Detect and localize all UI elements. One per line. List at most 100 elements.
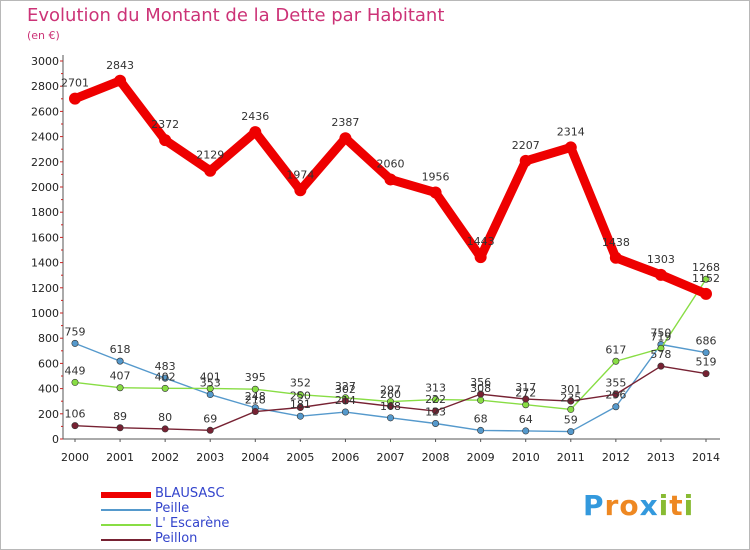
data-label-blausasc: 1974 [286,168,314,181]
data-label-peillon: 218 [245,394,266,407]
data-label-peillon: 222 [425,393,446,406]
data-point-blausasc [114,74,127,87]
data-label-l-escar-ne: 617 [605,343,626,356]
proxiti-logo: Proxiti [583,489,694,522]
data-point-l-escar-ne [251,385,259,393]
logo-letter: r [604,489,620,522]
x-tick-label: 2009 [467,451,495,464]
data-label-blausasc: 1443 [467,235,495,248]
data-label-l-escar-ne: 395 [245,371,266,384]
data-label-peille: 59 [564,414,578,427]
data-point-l-escar-ne [71,378,79,386]
y-tick-label: 2400 [31,131,59,144]
data-label-peillon: 89 [113,410,127,423]
data-point-l-escar-ne [296,391,304,399]
data-point-blausasc [564,141,577,154]
data-point-peille [341,408,349,416]
data-point-l-escar-ne [567,405,575,413]
y-tick-label: 0 [52,433,59,446]
data-label-blausasc: 2207 [512,139,540,152]
data-label-blausasc: 1438 [602,236,630,249]
data-point-peillon [522,395,530,403]
data-point-blausasc [474,251,487,264]
data-point-blausasc [429,186,442,199]
data-label-blausasc: 1956 [422,171,450,184]
series-line-blausasc [70,76,711,299]
x-tick-label: 2004 [241,451,269,464]
data-label-l-escar-ne: 272 [515,387,536,400]
data-point-blausasc [384,173,397,186]
data-label-peillon: 250 [290,390,311,403]
data-point-peillon [251,408,259,416]
data-point-peillon [432,407,440,415]
data-point-peillon [386,402,394,410]
y-tick-label: 1600 [31,231,59,244]
data-point-peillon [71,422,79,430]
data-point-blausasc [654,268,667,281]
data-point-peille [116,357,124,365]
legend-item-escarene: L' Escarène [101,516,321,532]
data-point-peille [161,374,169,382]
data-label-l-escar-ne: 402 [155,370,176,383]
logo-letter: i [658,489,670,522]
data-label-l-escar-ne: 327 [335,380,356,393]
legend-swatch-blausasc [101,492,151,498]
y-tick-label: 200 [38,408,59,421]
data-label-l-escar-ne: 308 [470,382,491,395]
data-label-blausasc: 2843 [106,59,134,72]
data-point-l-escar-ne [702,275,710,283]
x-tick-label: 2010 [512,451,540,464]
legend-swatch-escarene [101,524,151,526]
data-label-l-escar-ne: 407 [110,370,131,383]
y-tick-label: 2000 [31,181,59,194]
data-label-peille: 123 [425,406,446,419]
data-label-l-escar-ne: 297 [380,384,401,397]
x-tick-label: 2003 [196,451,224,464]
data-point-blausasc [294,184,307,197]
data-point-peille [702,349,710,357]
x-tick-label: 2007 [377,451,405,464]
y-tick-label: 1200 [31,282,59,295]
data-label-blausasc: 2372 [151,118,179,131]
data-label-l-escar-ne: 313 [425,382,446,395]
data-point-peille [477,426,485,434]
data-point-blausasc [204,164,217,177]
chart-title: Evolution du Montant de la Dette par Hab… [27,5,445,26]
data-point-l-escar-ne [477,396,485,404]
data-point-peille [71,339,79,347]
y-tick-label: 1800 [31,206,59,219]
logo-letter: t [669,489,684,522]
legend-label-blausasc: BLAUSASC [155,486,225,501]
data-point-l-escar-ne [657,344,665,352]
data-label-peille: 68 [474,412,488,425]
data-label-peille: 64 [519,413,533,426]
data-label-peillon: 355 [605,376,626,389]
legend-swatch-peillon [101,539,151,541]
data-label-l-escar-ne: 235 [560,391,581,404]
logo-letter: x [639,489,659,522]
x-tick-label: 2008 [422,451,450,464]
data-point-l-escar-ne [206,384,214,392]
y-tick-label: 2800 [31,80,59,93]
y-tick-label: 600 [38,357,59,370]
data-label-blausasc: 2387 [331,116,359,129]
data-label-peillon: 519 [696,356,717,369]
data-point-blausasc [519,154,532,167]
y-tick-label: 3000 [31,55,59,68]
data-point-peillon [567,397,575,405]
data-label-blausasc: 1152 [692,272,720,285]
data-label-l-escar-ne: 1268 [692,261,720,274]
x-tick-label: 2014 [692,451,720,464]
data-label-peille: 168 [380,400,401,413]
logo-letter: P [583,489,605,522]
data-label-peillon: 106 [65,408,86,421]
data-point-blausasc [69,92,81,105]
legend: BLAUSASC Peille L' Escarène Peillon [101,486,321,547]
x-tick-label: 2002 [151,451,179,464]
data-point-peillon [657,362,665,370]
chart-subtitle: (en €) [27,29,60,42]
legend-label-peille: Peille [155,501,190,516]
data-point-peille [206,391,214,399]
data-point-l-escar-ne [612,357,620,365]
